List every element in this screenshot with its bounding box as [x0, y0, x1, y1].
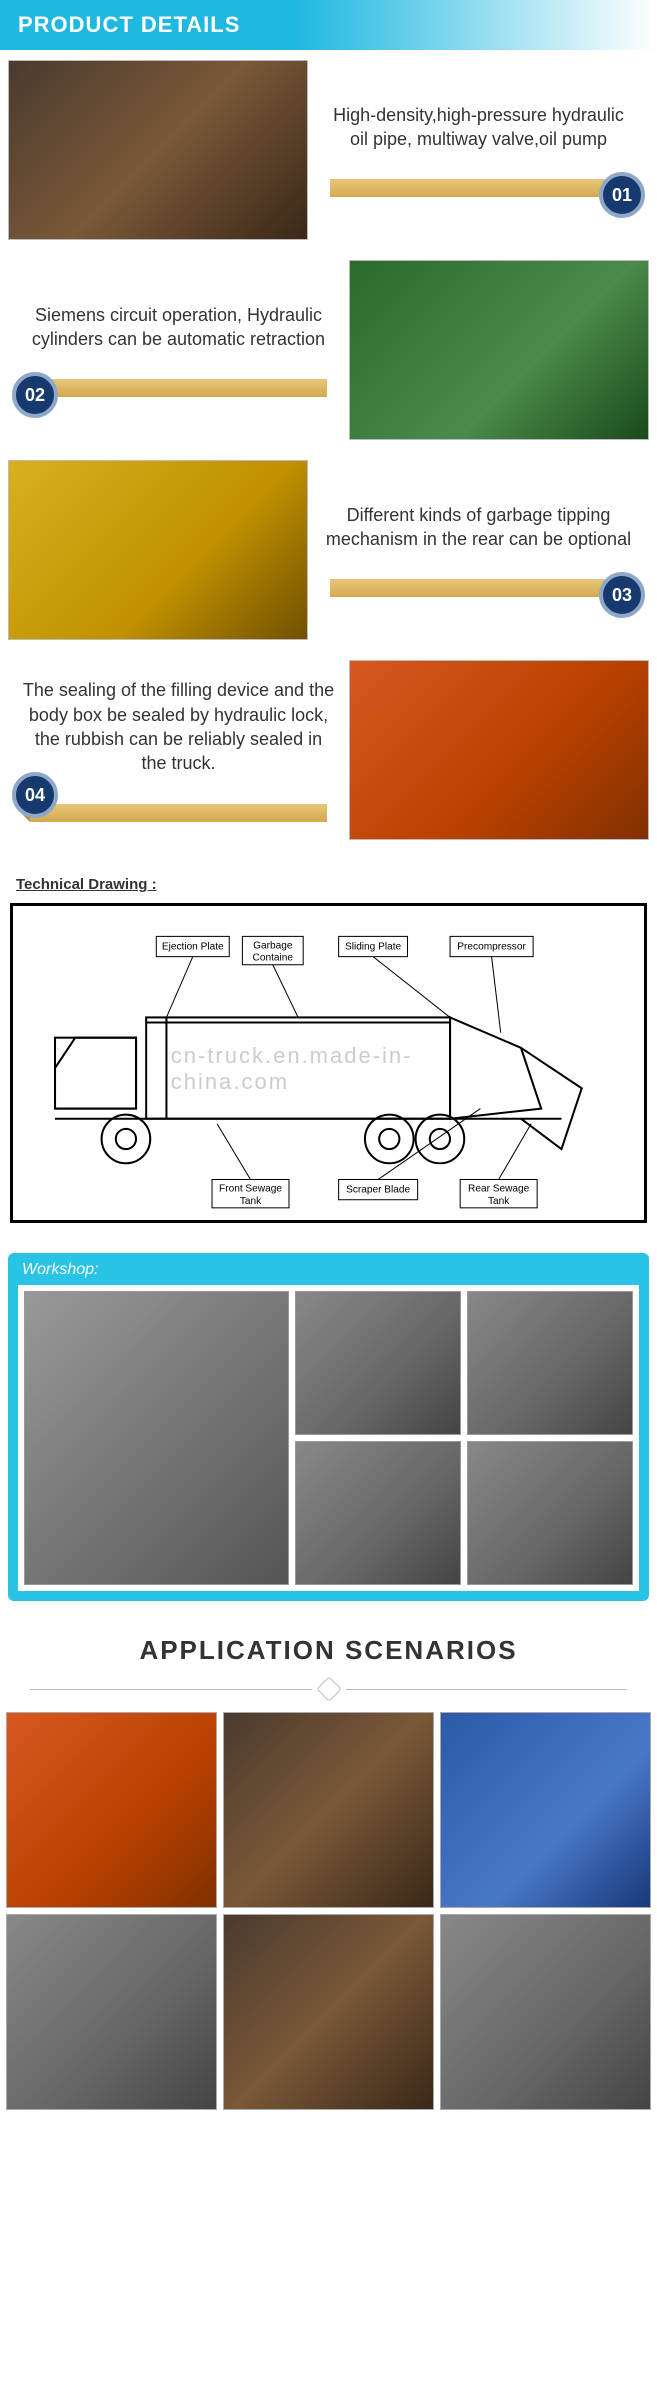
feature-image-2 — [349, 260, 649, 440]
feature-image-4 — [349, 660, 649, 840]
workshop-title: Workshop: — [16, 1261, 641, 1285]
svg-text:Tank: Tank — [488, 1196, 510, 1207]
feature-text-3: Different kinds of garbage tipping mecha… — [308, 460, 649, 640]
feature-text-2: Siemens circuit operation, Hydraulic cyl… — [8, 260, 349, 440]
header-band: PRODUCT DETAILS — [0, 0, 657, 50]
ribbon-1 — [330, 179, 627, 197]
application-header: APPLICATION SCENARIOS — [0, 1609, 657, 1674]
feature-desc-1: High-density,high-pressure hydraulic oil… — [322, 103, 635, 152]
workshop-panel: Workshop: — [8, 1253, 649, 1601]
feature-badge-4: 04 — [12, 772, 58, 818]
ribbon-3 — [330, 579, 627, 597]
feature-row-3: Different kinds of garbage tipping mecha… — [0, 450, 657, 650]
lbl-ejection: Ejection Plate — [162, 942, 224, 953]
application-separator — [30, 1680, 627, 1698]
lbl-garbage-2: Containe — [253, 953, 294, 964]
feature-badge-2: 02 — [12, 372, 58, 418]
product-details-title: PRODUCT DETAILS — [0, 4, 258, 46]
ribbon-4 — [30, 804, 327, 822]
lbl-sliding: Sliding Plate — [345, 942, 402, 953]
ribbon-2 — [30, 379, 327, 397]
sep-icon — [316, 1676, 341, 1701]
workshop-grid — [18, 1291, 639, 1591]
watermark: cn-truck.en.made-in-china.com — [171, 1043, 487, 1095]
workshop-photo-main — [24, 1291, 289, 1585]
workshop-photo-4 — [467, 1441, 633, 1585]
svg-text:Front Sewage: Front Sewage — [219, 1184, 282, 1195]
app-photo-6 — [440, 1914, 651, 2110]
app-photo-5 — [223, 1914, 434, 2110]
technical-drawing: cn-truck.en.made-in-china.com Ejection P… — [10, 903, 647, 1223]
workshop-photo-3 — [295, 1441, 461, 1585]
feature-text-4: The sealing of the filling device and th… — [8, 660, 349, 840]
app-photo-3 — [440, 1712, 651, 1908]
app-photo-1 — [6, 1712, 217, 1908]
feature-badge-3: 03 — [599, 572, 645, 618]
feature-image-3 — [8, 460, 308, 640]
svg-text:Rear Sewage: Rear Sewage — [468, 1184, 530, 1195]
feature-desc-4: The sealing of the filling device and th… — [22, 678, 335, 775]
feature-row-2: Siemens circuit operation, Hydraulic cyl… — [0, 250, 657, 450]
application-grid — [0, 1712, 657, 2120]
sep-line-right — [346, 1689, 628, 1690]
feature-row-1: High-density,high-pressure hydraulic oil… — [0, 50, 657, 250]
application-title: APPLICATION SCENARIOS — [0, 1635, 657, 1666]
feature-row-4: The sealing of the filling device and th… — [0, 650, 657, 850]
sep-line-left — [30, 1689, 312, 1690]
feature-desc-2: Siemens circuit operation, Hydraulic cyl… — [22, 303, 335, 352]
lbl-garbage-1: Garbage — [253, 941, 293, 952]
svg-text:Tank: Tank — [240, 1196, 262, 1207]
lbl-precomp: Precompressor — [457, 942, 526, 953]
feature-image-1 — [8, 60, 308, 240]
technical-drawing-title: Technical Drawing : — [0, 850, 657, 897]
lbl-scraper: Scraper Blade — [346, 1185, 410, 1196]
app-photo-4 — [6, 1914, 217, 2110]
workshop-photo-2 — [467, 1291, 633, 1435]
feature-text-1: High-density,high-pressure hydraulic oil… — [308, 60, 649, 240]
feature-badge-1: 01 — [599, 172, 645, 218]
workshop-photo-1 — [295, 1291, 461, 1435]
app-photo-2 — [223, 1712, 434, 1908]
feature-desc-3: Different kinds of garbage tipping mecha… — [322, 503, 635, 552]
